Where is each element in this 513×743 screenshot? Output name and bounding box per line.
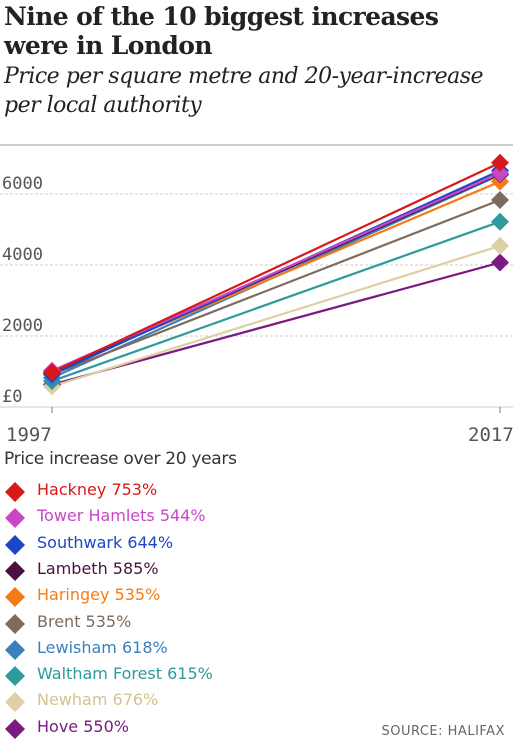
diamond-icon [5,482,25,502]
legend-heading: Price increase over 20 years [4,449,237,469]
legend-label: Waltham Forest 615% [37,664,213,684]
series-line [51,161,501,374]
diamond-icon [5,639,25,660]
legend-label: Hackney 753% [37,480,158,499]
data-point [491,253,509,272]
data-point [491,212,509,231]
diamond-icon [5,560,25,581]
legend-item: Tower Hamlets 544% [0,504,320,530]
legend-item: Waltham Forest 615% [0,662,320,688]
diamond-icon [5,718,25,739]
series-line [51,261,501,386]
x-tick-label: 1997 [6,424,52,445]
y-tick-label: £0 [2,387,22,407]
legend-item: Southwark 644% [0,531,320,557]
data-point [491,153,509,172]
y-tick-label: 6000 [2,174,43,194]
diamond-icon [5,587,25,608]
legend-item: Lewisham 618% [0,636,320,662]
legend-item: Newham 676% [0,688,320,714]
x-tick-label: 2017 [468,424,513,445]
legend-label: Tower Hamlets 544% [37,506,206,526]
data-point [491,164,509,183]
diamond-icon [5,534,25,555]
legend-label: Lambeth 585% [37,558,159,578]
source-note: SOURCE: HALIFAX [381,724,505,739]
legend-item: Haringey 535% [0,583,320,609]
diamond-icon [5,666,25,687]
legend-item: Brent 535% [0,610,320,636]
series-line [51,220,501,383]
legend-label: Haringey 535% [37,585,161,605]
y-tick-label: 2000 [2,316,43,336]
legend-item: Lambeth 585% [0,557,320,583]
diamond-icon [5,508,25,529]
legend-label: Brent 535% [37,611,132,631]
legend-item: Hackney 753% [0,478,320,504]
chart-subtitle: Price per square metre and 20-year-incre… [4,64,484,118]
data-point [43,363,61,382]
legend-label: Newham 676% [37,690,159,710]
series-line [51,199,501,376]
data-point [491,191,509,210]
series-line [51,244,501,388]
y-tick-label: 4000 [2,245,43,265]
chart-title: Nine of the 10 biggest increases were in… [4,2,439,60]
legend-item: Hove 550% [0,715,320,741]
diamond-icon [5,692,25,713]
legend-label: Lewisham 618% [37,637,168,657]
data-point [491,236,509,255]
diamond-icon [5,613,25,634]
legend-label: Southwark 644% [37,532,174,552]
legend-label: Hove 550% [37,716,129,736]
line-chart: £0 2000 4000 6000 1997 2017 [0,144,513,445]
